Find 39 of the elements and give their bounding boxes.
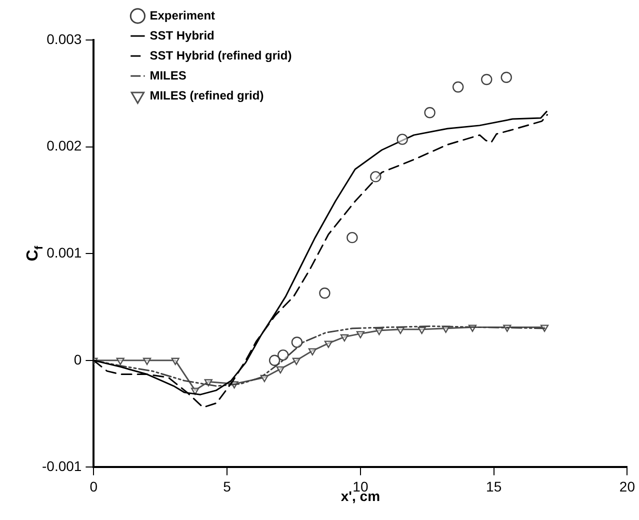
y-tick-label: 0.001 <box>46 244 82 260</box>
point <box>396 134 408 145</box>
y-tick-label: 0 <box>74 351 82 368</box>
point <box>375 328 384 336</box>
point <box>452 81 464 93</box>
point <box>356 331 365 338</box>
x-tick-label: 5 <box>223 478 232 494</box>
point <box>346 232 358 244</box>
y-axis-title: Cf <box>24 246 46 262</box>
point <box>308 348 316 356</box>
y-tick-label: 0.003 <box>46 30 82 47</box>
point <box>292 358 300 365</box>
x-tick-label: 15 <box>486 478 502 494</box>
point <box>268 354 280 366</box>
point <box>276 366 284 374</box>
point <box>171 358 180 365</box>
legend-label: Experiment <box>150 8 216 22</box>
point <box>291 336 303 348</box>
point <box>116 358 124 365</box>
legend-label: SST Hybrid <box>150 28 214 42</box>
point <box>418 326 426 334</box>
x-tick-label: 0 <box>90 478 98 494</box>
point <box>319 288 330 299</box>
y-tick-label: -0.001 <box>42 458 82 474</box>
x-tick-label: 20 <box>619 478 636 494</box>
point <box>260 374 268 382</box>
legend-label: MILES <box>150 68 186 82</box>
legend-label: SST Hybrid (refined grid) <box>150 48 292 62</box>
legend-label: MILES (refined grid) <box>150 88 264 102</box>
point <box>277 349 289 361</box>
point <box>191 388 200 395</box>
point <box>500 72 512 83</box>
point <box>142 358 152 365</box>
point <box>340 334 349 342</box>
point <box>370 171 382 182</box>
y-tick-label: 0.002 <box>46 138 82 154</box>
point <box>324 340 333 348</box>
point <box>481 74 492 86</box>
point <box>424 107 436 118</box>
